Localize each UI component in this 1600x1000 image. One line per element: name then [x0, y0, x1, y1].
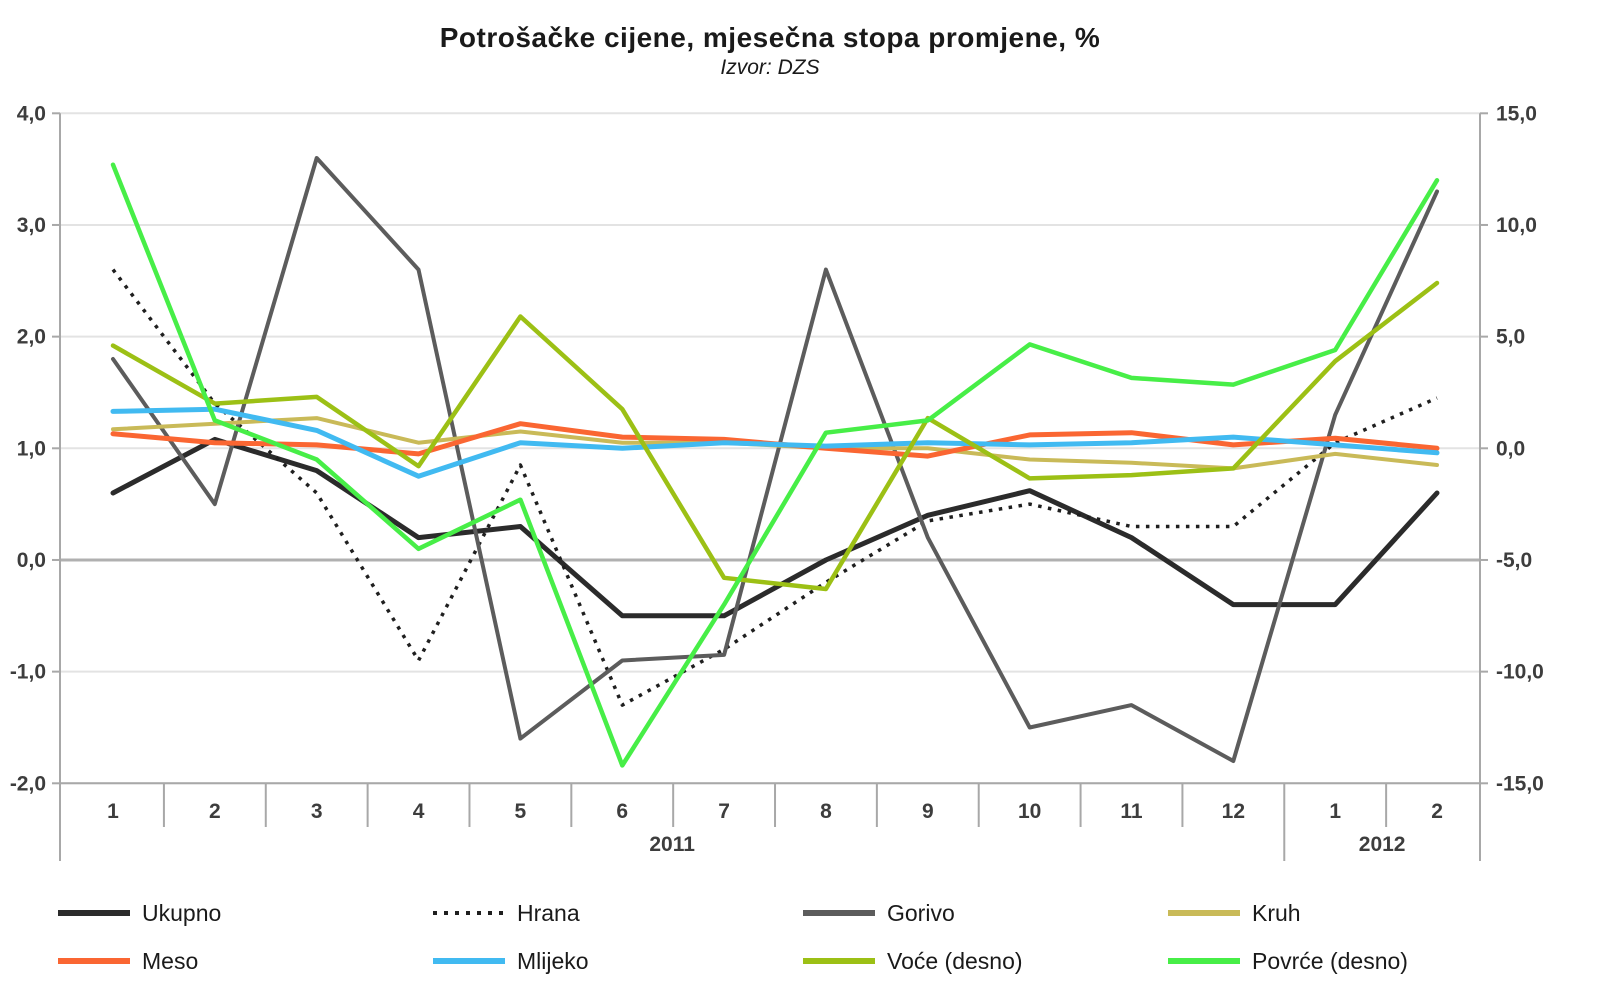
month-label: 10 [1018, 800, 1041, 823]
month-label: 6 [616, 800, 628, 823]
left-axis-label: -2,0 [10, 772, 46, 795]
legend-item-povr-e-desno: Povrće (desno) [1167, 948, 1408, 974]
right-axis-label: 5,0 [1496, 326, 1525, 349]
right-axis-label: -15,0 [1496, 772, 1544, 795]
legend-swatch [1168, 958, 1240, 964]
month-label: 11 [1120, 800, 1143, 823]
month-label: 1 [107, 800, 119, 823]
month-label: 1 [1329, 800, 1341, 823]
year-label: 2011 [649, 833, 695, 856]
month-label: 5 [515, 800, 527, 823]
series-line-vo-e-desno [110, 280, 1440, 592]
legend-swatch [803, 910, 875, 916]
left-axis-label: -1,0 [10, 661, 46, 684]
legend-item-meso: Meso [57, 948, 198, 974]
series-line-hrana [111, 268, 1438, 707]
legend-label: Ukupno [142, 899, 222, 926]
left-axis-label: 1,0 [17, 437, 46, 460]
series-line-ukupno [110, 436, 1440, 619]
legend-label: Hrana [517, 899, 580, 926]
series-line-povr-e-desno [110, 162, 1440, 768]
month-label: 7 [718, 800, 730, 823]
legend-swatch [58, 958, 130, 964]
chart-subtitle: Izvor: DZS [720, 56, 820, 79]
legend-item-gorivo: Gorivo [802, 900, 955, 926]
legend-item-mlijeko: Mlijeko [432, 948, 589, 974]
legend-item-ukupno: Ukupno [57, 900, 221, 926]
legend-swatch [433, 958, 505, 964]
left-axis-label: 2,0 [17, 326, 46, 349]
legend-item-hrana: Hrana [432, 900, 580, 926]
legend: Ukupno Hrana Gorivo Kruh Meso Mlijeko Voće (de… [0, 0, 1600, 974]
right-axis-label: -5,0 [1496, 549, 1532, 572]
legend-item-vo-e-desno: Voće (desno) [802, 948, 1023, 974]
legend-swatch [58, 910, 130, 916]
legend-label: Gorivo [887, 899, 955, 926]
left-axis-label: 4,0 [17, 102, 46, 125]
right-axis-label: 10,0 [1496, 214, 1537, 237]
legend-swatch [433, 911, 505, 915]
month-label: 3 [311, 800, 323, 823]
series-line-gorivo [111, 156, 1439, 763]
month-label: 4 [413, 800, 425, 823]
year-label: 2012 [1359, 833, 1406, 856]
legend-label: Voće (desno) [887, 947, 1023, 974]
legend-label: Povrće (desno) [1252, 947, 1408, 974]
month-label: 9 [922, 800, 934, 823]
legend-swatch [803, 958, 875, 964]
chart-title: Potrošačke cijene, mjesečna stopa promje… [439, 22, 1101, 53]
right-axis-label: 15,0 [1496, 102, 1537, 125]
month-label: 2 [1431, 800, 1443, 823]
legend-label: Kruh [1252, 899, 1301, 926]
series-line-mlijeko [110, 406, 1440, 479]
legend-label: Meso [142, 947, 199, 974]
legend-label: Mlijeko [517, 947, 589, 974]
month-label: 2 [209, 800, 221, 823]
month-label: 12 [1222, 800, 1245, 823]
legend-item-kruh: Kruh [1167, 900, 1301, 926]
right-axis-label: 0,0 [1496, 437, 1525, 460]
plot-area: 4,0 15,0 3,0 10,0 2,0 5,0 1,0 0,0 0,0 -5,0 -1,0 -10… [10, 102, 1544, 861]
legend-swatch [1168, 910, 1240, 916]
right-axis-label: -10,0 [1496, 661, 1544, 684]
left-axis-label: 0,0 [17, 549, 46, 572]
month-label: 8 [820, 800, 832, 823]
left-axis-label: 3,0 [17, 214, 46, 237]
